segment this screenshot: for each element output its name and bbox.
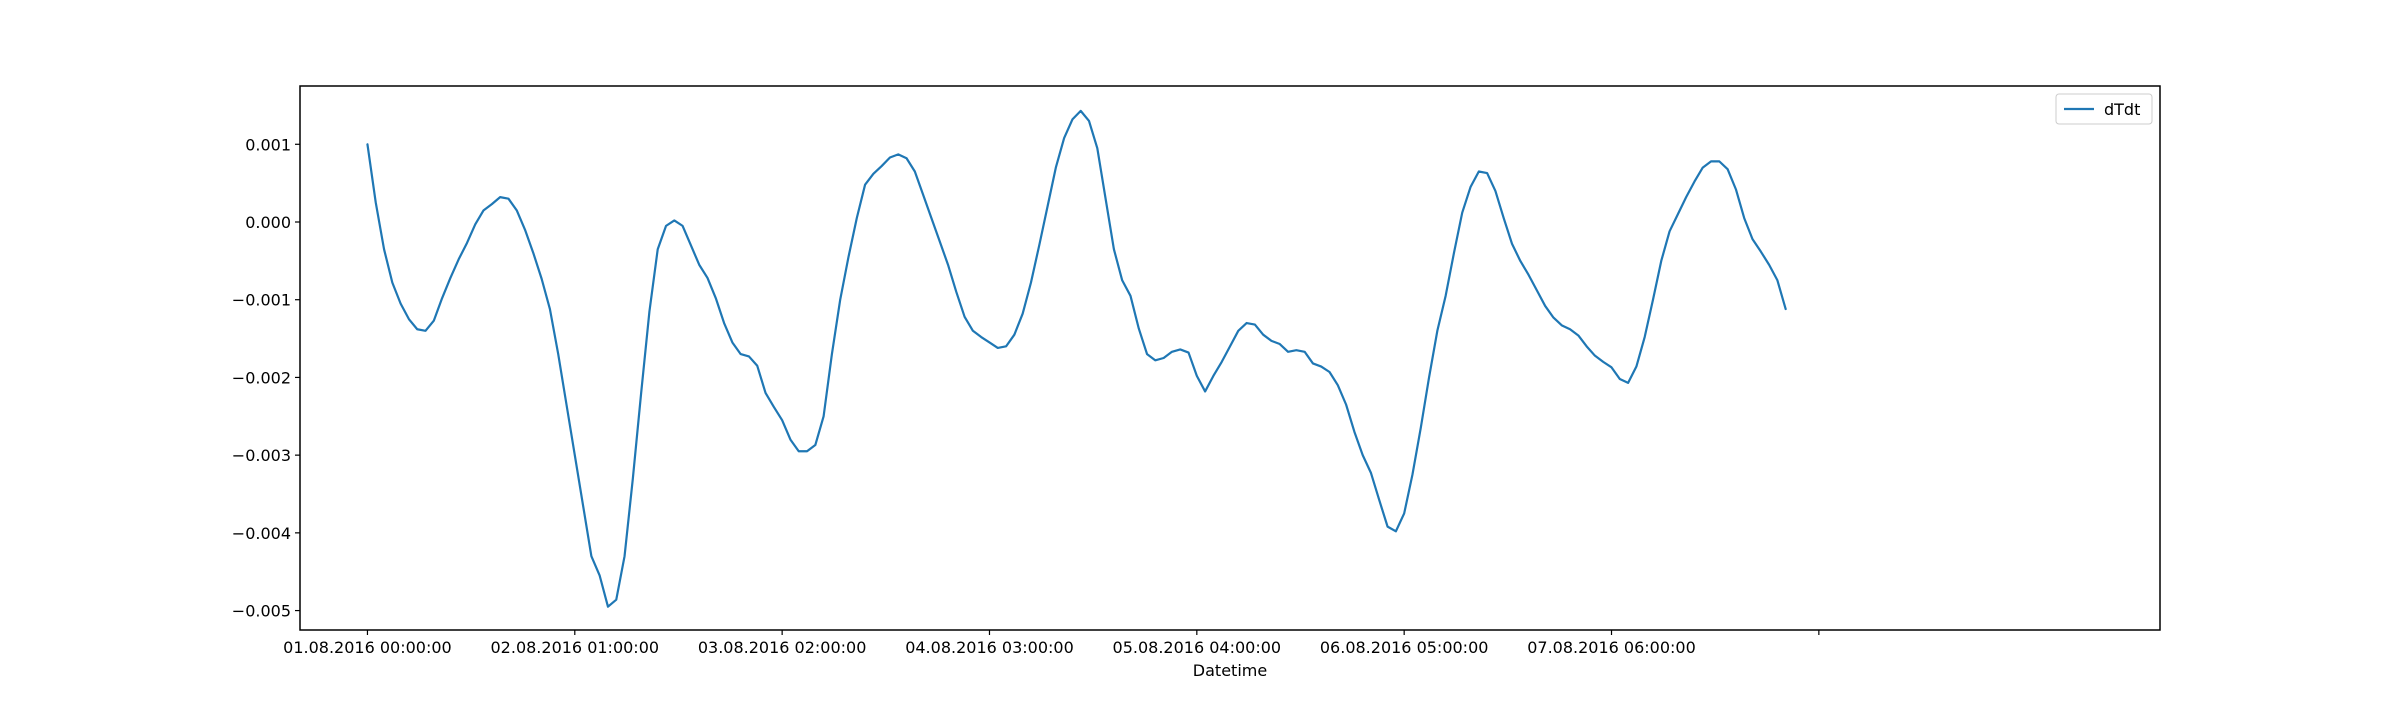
y-tick-label: −0.005 <box>232 602 291 621</box>
y-tick-label: −0.003 <box>232 446 291 465</box>
x-tick-label: 03.08.2016 02:00:00 <box>698 638 867 657</box>
plot-area-frame <box>299 85 2161 631</box>
y-tick-label: −0.004 <box>232 524 291 543</box>
y-tick-label: −0.001 <box>232 291 291 310</box>
series-layer <box>366 109 1787 608</box>
y-tick-label: 0.001 <box>245 135 291 154</box>
legend-box <box>2055 93 2153 125</box>
series-line-dTdt <box>366 109 1787 608</box>
x-tick-label: 07.08.2016 06:00:00 <box>1527 638 1696 657</box>
x-tick-label: 05.08.2016 04:00:00 <box>1113 638 1282 657</box>
y-axis-ticks: 0.001 0.000 −0.001 −0.002 −0.003 −0.004 −0.005 <box>232 135 300 621</box>
x-tick-label: 04.08.2016 03:00:00 <box>905 638 1074 657</box>
x-axis-label: Datetime <box>1193 661 1267 680</box>
legend: dTdt <box>2055 93 2153 125</box>
x-tick-label: 01.08.2016 00:00:00 <box>283 638 452 657</box>
x-tick-label: 02.08.2016 01:00:00 <box>491 638 660 657</box>
x-axis-ticks: 01.08.2016 00:00:00 02.08.2016 01:00:00 03… <box>283 630 1820 657</box>
x-tick-label: 06.08.2016 05:00:00 <box>1320 638 1489 657</box>
y-tick-label: 0.000 <box>245 213 291 232</box>
legend-label: dTdt <box>2104 100 2140 119</box>
y-tick-label: −0.002 <box>232 368 291 387</box>
